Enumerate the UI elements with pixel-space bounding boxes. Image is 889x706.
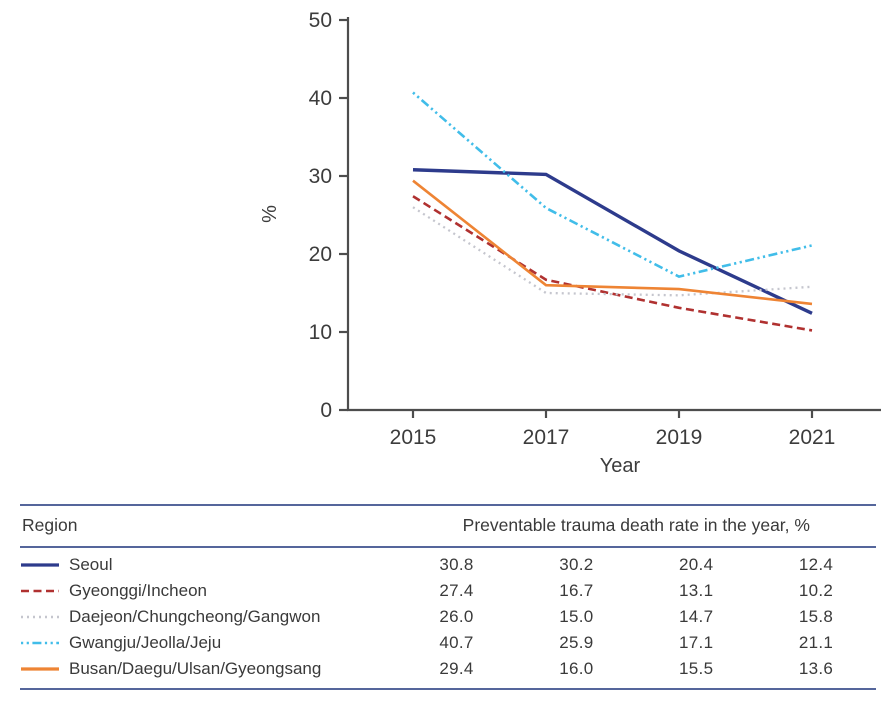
value-cell: 29.4 [439, 659, 474, 678]
y-tick-label: 10 [309, 321, 332, 344]
region-cell: Daejeon/Chungcheong/Gangwon [20, 607, 397, 627]
legend-line-swatch [21, 641, 59, 645]
value-cell: 30.8 [439, 555, 474, 574]
region-label: Gwangju/Jeolla/Jeju [69, 633, 222, 652]
value-cell: 15.0 [559, 607, 594, 626]
y-axis-label: % [259, 205, 281, 223]
value-cell: 14.7 [679, 607, 714, 626]
value-cell: 15.8 [798, 607, 834, 626]
value-cell: 13.6 [798, 659, 834, 678]
series-line-daejeon-chungcheong-gangwon [412, 206, 813, 297]
series-line-gwangju-jeolla-jeju [412, 91, 813, 278]
legend-line-swatch [21, 589, 59, 593]
value-cell: 40.7 [439, 633, 474, 652]
table-header-values: Preventable trauma death rate in the yea… [462, 515, 810, 535]
value-cell: 15.5 [679, 659, 714, 678]
table-row: Seoul 30.8 30.2 20.4 12.4 [20, 552, 876, 578]
table-row: Gyeonggi/Incheon 27.4 16.7 13.1 10.2 [20, 578, 876, 604]
value-cell: 17.1 [679, 633, 714, 652]
legend-line-swatch [21, 563, 59, 567]
series-line-seoul [412, 168, 813, 315]
value-cell: 13.1 [679, 581, 714, 600]
table-row: Busan/Daegu/Ulsan/Gyeongsang 29.4 16.0 15.5… [20, 656, 876, 682]
value-cell: 10.2 [798, 581, 834, 600]
value-cell: 26.0 [439, 607, 474, 626]
x-tick-label: 2017 [523, 426, 570, 449]
y-tick-label: 50 [309, 9, 332, 32]
line-chart: 0 10 20 30 40 50 2015 2017 2019 2021% Year [259, 9, 881, 477]
x-tick-label: 2021 [789, 426, 836, 449]
region-label: Daejeon/Chungcheong/Gangwon [69, 607, 321, 626]
y-tick-label: 0 [320, 399, 332, 422]
y-tick-label: 40 [309, 87, 332, 110]
table-row: Daejeon/Chungcheong/Gangwon 26.0 15.0 14.7 1… [20, 604, 876, 630]
table-row: Gwangju/Jeolla/Jeju 40.7 25.9 17.1 21.1 [20, 630, 876, 656]
value-cell: 16.0 [559, 659, 594, 678]
x-axis-label: Year [600, 455, 641, 477]
value-cell: 25.9 [559, 633, 594, 652]
region-label: Busan/Daegu/Ulsan/Gyeongsang [69, 659, 322, 678]
region-cell: Busan/Daegu/Ulsan/Gyeongsang [20, 659, 397, 679]
region-cell: Gwangju/Jeolla/Jeju [20, 633, 397, 653]
region-table: Region Preventable trauma death rate in … [20, 504, 876, 690]
region-table-body: Seoul 30.8 30.2 20.4 12.4 Gyeonggi/Incheon 27.… [20, 548, 876, 690]
region-cell: Seoul [20, 555, 397, 575]
x-tick-label: 2019 [656, 426, 703, 449]
value-cell: 30.2 [559, 555, 594, 574]
y-tick-label: 20 [309, 243, 332, 266]
region-cell: Gyeonggi/Incheon [20, 581, 397, 601]
x-tick-label: 2015 [390, 426, 437, 449]
series-line-gyeonggi-incheon [412, 195, 813, 332]
y-tick-label: 30 [309, 165, 332, 188]
value-cell: 21.1 [798, 633, 834, 652]
legend-line-swatch [21, 615, 59, 619]
region-label: Seoul [69, 555, 113, 574]
table-header-row: Region Preventable trauma death rate in … [20, 504, 876, 548]
legend-line-swatch [21, 667, 59, 671]
value-cell: 12.4 [798, 555, 834, 574]
value-cell: 20.4 [679, 555, 714, 574]
series-line-busan-daegu-ulsan-gyeongsang [412, 179, 813, 306]
value-cell: 27.4 [439, 581, 474, 600]
region-label: Gyeonggi/Incheon [69, 581, 207, 600]
table-header-region: Region [22, 515, 78, 535]
value-cell: 16.7 [559, 581, 594, 600]
